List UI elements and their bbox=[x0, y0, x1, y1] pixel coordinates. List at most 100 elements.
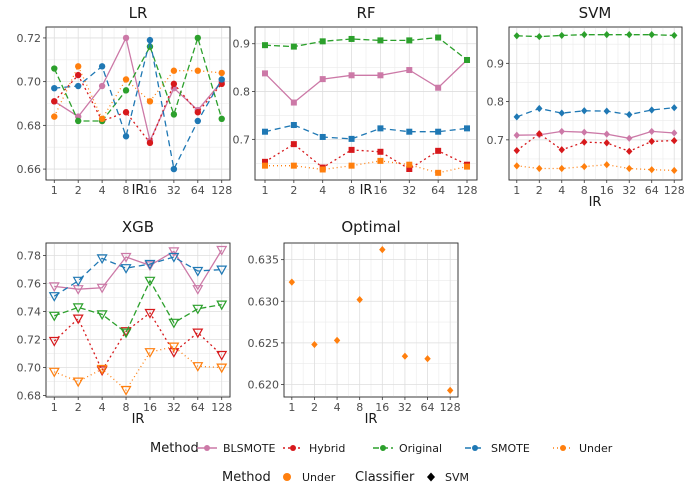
data-point-under bbox=[446, 386, 454, 394]
data-point-under bbox=[348, 162, 355, 169]
data-point-under bbox=[96, 364, 108, 375]
y-tick-label: 0.8 bbox=[233, 86, 251, 99]
x-tick-label: 64 bbox=[431, 184, 445, 197]
data-point-original bbox=[75, 117, 82, 125]
data-point-smote bbox=[170, 165, 178, 173]
data-point-original bbox=[464, 56, 471, 63]
data-point-hybrid bbox=[218, 80, 225, 88]
legend-key-dot bbox=[560, 445, 566, 451]
panel-rf: 0.7 0.8 0.9 1 2 4 8 16 32 64 128 bbox=[233, 26, 478, 197]
y-tick-label: 0.630 bbox=[248, 295, 280, 308]
x-tick-label: 8 bbox=[123, 401, 130, 414]
data-point-hybrid bbox=[168, 348, 180, 358]
legend-method-under: Method Under bbox=[222, 470, 336, 485]
y-tick-label: 0.68 bbox=[17, 119, 42, 132]
legend-item-label: Original bbox=[399, 442, 442, 455]
data-point-smote bbox=[75, 82, 82, 90]
x-tick-label: 128 bbox=[211, 184, 232, 197]
data-point-smote bbox=[72, 276, 84, 287]
x-tick-label: 32 bbox=[402, 184, 416, 197]
data-point-hybrid bbox=[96, 366, 108, 377]
x-tick-label: 8 bbox=[348, 184, 355, 197]
data-point-blsmote bbox=[406, 67, 413, 74]
data-point-blsmote bbox=[348, 72, 355, 79]
legend-key-dot bbox=[380, 445, 386, 451]
data-point-original bbox=[51, 65, 58, 72]
data-point-blsmote bbox=[48, 282, 60, 293]
x-tick-label: 4 bbox=[99, 401, 106, 414]
data-point-smote bbox=[319, 133, 326, 140]
data-point-under bbox=[464, 163, 471, 170]
data-point-smote bbox=[192, 266, 204, 277]
legend3-title: Classifier bbox=[355, 470, 415, 485]
data-point-smote bbox=[377, 125, 384, 132]
data-point-smote bbox=[581, 107, 588, 115]
legend3-key-diamond bbox=[427, 472, 435, 482]
data-point-hybrid bbox=[192, 328, 204, 339]
data-point-under bbox=[311, 340, 318, 349]
plot-border bbox=[45, 242, 231, 398]
data-point-under bbox=[146, 98, 154, 105]
data-point-blsmote bbox=[671, 129, 678, 137]
x-tick-label: 128 bbox=[664, 184, 685, 197]
plot-border bbox=[283, 242, 459, 398]
data-point-original bbox=[671, 31, 678, 40]
x-tick-label: 16 bbox=[373, 184, 387, 197]
panel-optimal: 0.620 0.625 0.630 0.635 1 2 4 8 16 32 64 128 bbox=[248, 242, 461, 414]
data-point-hybrid bbox=[170, 80, 178, 88]
data-point-original bbox=[558, 31, 565, 40]
data-point-hybrid bbox=[348, 146, 355, 153]
data-point-original bbox=[194, 34, 201, 42]
data-point-original bbox=[144, 276, 156, 287]
data-point-hybrid bbox=[581, 138, 588, 146]
y-tick-label: 0.8 bbox=[487, 96, 505, 109]
x-tick-label: 2 bbox=[75, 401, 82, 414]
series-line-original bbox=[54, 279, 222, 334]
data-point-under bbox=[435, 169, 442, 176]
data-point-original bbox=[290, 43, 297, 50]
data-point-under bbox=[75, 63, 82, 70]
data-point-smote bbox=[218, 76, 225, 83]
y-tick-label: 0.66 bbox=[17, 163, 42, 176]
data-point-smote bbox=[98, 63, 106, 70]
plot-border bbox=[254, 26, 478, 181]
data-point-hybrid bbox=[48, 336, 60, 347]
data-point-blsmote bbox=[96, 283, 108, 294]
panel-title-svm: SVM bbox=[579, 4, 612, 22]
data-point-blsmote bbox=[170, 85, 178, 92]
data-point-blsmote bbox=[144, 261, 156, 272]
data-point-hybrid bbox=[72, 314, 84, 325]
data-point-under bbox=[144, 348, 156, 358]
data-point-hybrid bbox=[435, 147, 442, 154]
series-line-original bbox=[516, 34, 675, 38]
data-point-blsmote bbox=[261, 70, 268, 77]
data-point-under bbox=[51, 113, 58, 120]
data-point-original bbox=[96, 310, 108, 321]
x-tick-label: 32 bbox=[622, 184, 636, 197]
data-point-smote bbox=[168, 252, 180, 263]
data-point-under bbox=[288, 278, 296, 286]
legend-item-label: BLSMOTE bbox=[223, 442, 276, 455]
x-tick-label: 1 bbox=[513, 184, 520, 197]
data-point-under bbox=[513, 162, 520, 170]
data-point-hybrid bbox=[122, 109, 130, 116]
series-line-smote bbox=[54, 39, 223, 172]
data-point-smote bbox=[216, 265, 228, 276]
data-point-smote bbox=[348, 135, 355, 142]
data-point-smote bbox=[290, 122, 297, 129]
panel-xgb: 0.68 0.70 0.72 0.74 0.76 0.78 1 2 4 8 16 32 64 128 bbox=[17, 242, 232, 414]
data-point-smote bbox=[96, 254, 108, 265]
data-point-under bbox=[379, 246, 386, 254]
data-point-smote bbox=[513, 113, 520, 121]
x-tick-label: 16 bbox=[600, 184, 614, 197]
data-point-blsmote bbox=[216, 245, 228, 256]
legend-item-label: Under bbox=[579, 442, 613, 455]
legend-classifier: Classifier SVM bbox=[355, 470, 469, 485]
data-point-blsmote bbox=[558, 127, 565, 136]
x-tick-label: 4 bbox=[334, 401, 341, 414]
data-point-blsmote bbox=[626, 134, 633, 142]
panel-lr: 0.66 0.68 0.70 0.72 1 2 4 8 16 32 64 128 bbox=[17, 26, 232, 197]
data-point-hybrid bbox=[144, 308, 156, 319]
series-line-hybrid bbox=[53, 73, 223, 145]
